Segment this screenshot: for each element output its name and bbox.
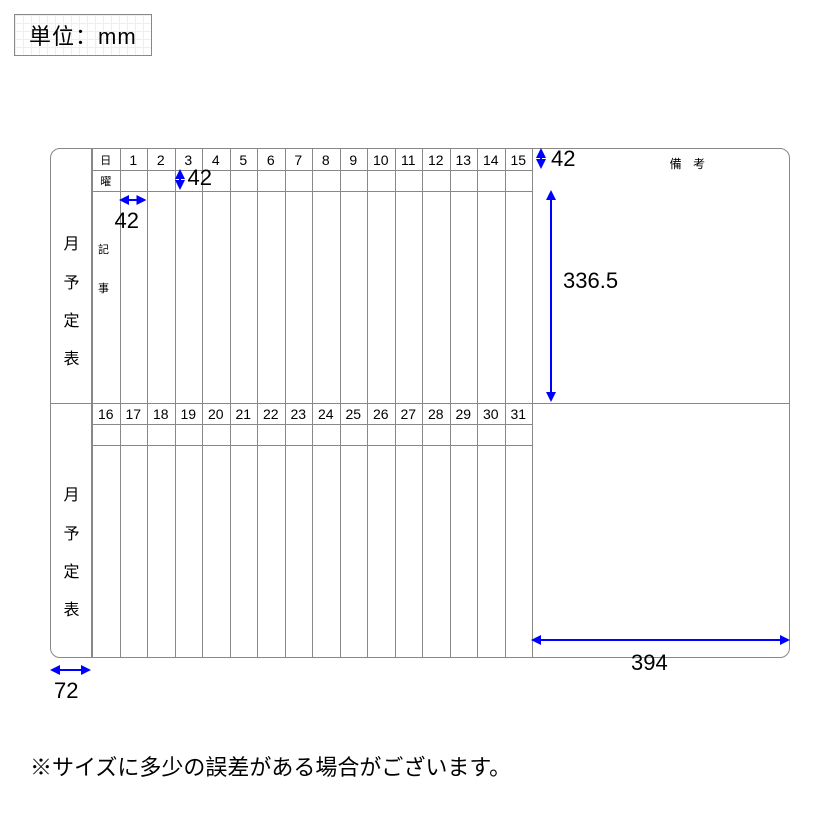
remarks-header: 備 考 xyxy=(670,155,709,172)
day-cell: 16 xyxy=(92,403,120,424)
day-cell: 30 xyxy=(477,403,505,424)
day-cell: 6 xyxy=(257,149,285,170)
day-cell: 7 xyxy=(285,149,313,170)
dim-cell-width: 42 xyxy=(115,208,139,234)
day-cell: 21 xyxy=(230,403,258,424)
day-cell: 15 xyxy=(505,149,533,170)
day-cell: 25 xyxy=(340,403,368,424)
day-cell: 5 xyxy=(230,149,258,170)
schedule-board: 月予定表月予定表日123456789101112131415曜記事1617181… xyxy=(50,148,790,658)
day-cell: 22 xyxy=(257,403,285,424)
day-cell: 12 xyxy=(422,149,450,170)
day-cell: 18 xyxy=(147,403,175,424)
day-cell: 13 xyxy=(450,149,478,170)
side-title-upper: 月予定表 xyxy=(51,203,92,403)
day-cell: 27 xyxy=(395,403,423,424)
day-cell: 8 xyxy=(312,149,340,170)
weekday-header-label: 曜 xyxy=(92,170,120,191)
day-cell: 1 xyxy=(120,149,148,170)
day-cell: 19 xyxy=(175,403,203,424)
day-cell: 31 xyxy=(505,403,533,424)
day-cell: 11 xyxy=(395,149,423,170)
day-cell: 9 xyxy=(340,149,368,170)
notes-column-label: 記事 xyxy=(98,231,109,308)
day-cell: 24 xyxy=(312,403,340,424)
dim-header-height-inner: 42 xyxy=(188,165,212,191)
unit-label: 単位：mm xyxy=(29,24,137,49)
day-cell: 2 xyxy=(147,149,175,170)
footnote: ※サイズに多少の誤差がある場合がございます。 xyxy=(30,750,511,782)
day-cell: 10 xyxy=(367,149,395,170)
day-cell: 29 xyxy=(450,403,478,424)
day-cell: 28 xyxy=(422,403,450,424)
day-cell: 23 xyxy=(285,403,313,424)
dim-side-width: 72 xyxy=(54,678,78,704)
side-title-lower: 月予定表 xyxy=(51,454,92,654)
day-cell: 14 xyxy=(477,149,505,170)
day-cell: 20 xyxy=(202,403,230,424)
day-cell: 17 xyxy=(120,403,148,424)
day-cell: 26 xyxy=(367,403,395,424)
dim-header-height-right: 42 xyxy=(551,146,575,172)
dim-remarks-width: 394 xyxy=(631,650,668,676)
dim-body-height: 336.5 xyxy=(563,268,618,294)
day-header-label: 日 xyxy=(92,149,120,170)
unit-label-box: 単位：mm xyxy=(14,14,152,56)
